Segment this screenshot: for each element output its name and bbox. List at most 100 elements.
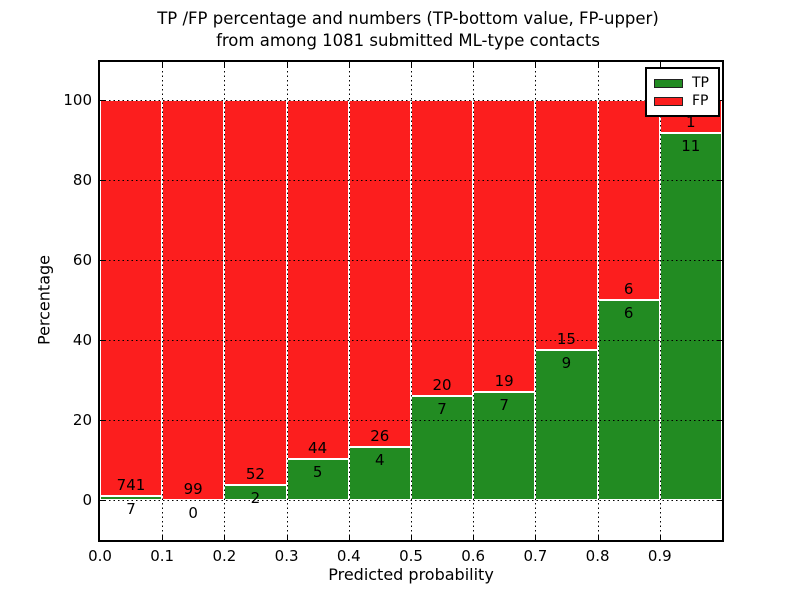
fp-count-label: 19 (494, 372, 514, 391)
vertical-gridline (224, 62, 226, 540)
x-tick-mark (535, 62, 537, 67)
vertical-gridline (286, 62, 288, 540)
x-tick-label: 0.1 (150, 547, 175, 565)
y-tick-label: 40 (72, 331, 92, 349)
y-tick-label: 100 (63, 91, 92, 109)
vertical-gridline (597, 62, 599, 540)
tp-count-label: 6 (623, 304, 634, 322)
x-tick-mark (224, 62, 226, 67)
x-tick-label: 0.2 (212, 547, 237, 565)
tp-count-label: 5 (312, 463, 323, 482)
fp-count-label: 20 (432, 376, 452, 395)
y-tick-mark (717, 180, 722, 181)
fp-bar-segment (597, 100, 660, 300)
tp-bar-segment (100, 496, 163, 500)
x-tick-mark (473, 62, 475, 67)
tp-count-label: 2 (250, 489, 261, 508)
x-tick-mark (659, 62, 661, 67)
y-tick-mark (717, 340, 722, 341)
tp-bar-segment (411, 396, 474, 500)
x-tick-mark (597, 62, 599, 67)
x-tick-mark (535, 535, 537, 540)
fp-bar-segment (348, 100, 411, 447)
y-tick-label: 0 (82, 491, 92, 509)
x-tick-label: 0.0 (88, 547, 112, 565)
x-tick-mark (162, 535, 164, 540)
x-tick-mark (286, 62, 288, 67)
vertical-gridline (473, 62, 475, 540)
tp-bar-segment (597, 300, 660, 500)
fp-count-label: 26 (370, 426, 390, 445)
x-tick-label: 0.5 (399, 547, 423, 565)
legend: TP FP (645, 67, 720, 117)
y-tick-label: 60 (72, 251, 92, 269)
y-tick-label: 80 (72, 171, 92, 189)
tp-bar-segment (473, 392, 536, 500)
plot-area: 741 7 99 0 52 2 44 5 26 4 20 7 19 7 15 9 6 6 1 11 TP FP (98, 60, 724, 542)
x-tick-label: 0.3 (274, 547, 299, 565)
vertical-gridline (348, 62, 350, 540)
y-tick-label: 20 (72, 411, 92, 429)
legend-entry-fp: FP (654, 94, 718, 108)
tp-count-label: 7 (499, 396, 509, 415)
fp-bar-segment (286, 100, 349, 460)
chart-title-line1: TP /FP percentage and numbers (TP-bottom… (157, 9, 659, 28)
y-tick-mark (717, 500, 722, 501)
x-tick-label: 0.8 (585, 547, 610, 565)
fp-count-label: 741 (116, 476, 146, 495)
x-tick-label: 0.9 (647, 547, 672, 565)
legend-label-tp: TP (692, 75, 709, 91)
legend-entry-tp: TP (654, 76, 718, 90)
vertical-gridline (659, 62, 661, 540)
legend-label-fp: FP (692, 93, 709, 109)
x-tick-label: 0.7 (523, 547, 548, 565)
tp-bar-segment (535, 350, 598, 500)
fp-swatch-icon (654, 96, 683, 106)
fp-count-label: 15 (556, 330, 576, 348)
x-tick-mark (597, 535, 599, 540)
tp-count-label: 7 (437, 400, 447, 419)
tp-count-label: 4 (375, 450, 385, 469)
tp-swatch-icon (654, 78, 683, 88)
fp-bar-segment (411, 100, 474, 397)
x-tick-mark (659, 535, 661, 540)
vertical-gridline (535, 62, 537, 540)
y-tick-mark (100, 260, 105, 261)
x-tick-label: 0.4 (336, 547, 361, 565)
fp-bar-segment (535, 100, 598, 350)
fp-bar-segment (100, 100, 163, 497)
y-tick-mark (100, 420, 105, 421)
y-tick-mark (100, 340, 105, 341)
fp-bar-segment (162, 100, 225, 500)
fp-count-label: 52 (245, 465, 265, 484)
tp-bar-segment (659, 133, 722, 500)
y-axis-label: Percentage (34, 254, 54, 346)
x-tick-mark (411, 62, 412, 67)
fp-count-label: 99 (183, 480, 203, 498)
y-tick-mark (100, 180, 105, 181)
vertical-gridline (411, 62, 412, 540)
y-tick-mark (717, 260, 722, 261)
fp-count-label: 1 (686, 113, 696, 132)
chart-title-line2: from among 1081 submitted ML-type contac… (216, 31, 600, 50)
vertical-gridline (162, 62, 164, 540)
tp-count-label: 0 (188, 504, 198, 522)
tp-count-label: 7 (126, 500, 136, 519)
x-tick-mark (162, 62, 164, 67)
chart-title: TP /FP percentage and numbers (TP-bottom… (96, 8, 720, 52)
x-tick-mark (473, 535, 475, 540)
x-tick-label: 0.6 (461, 547, 486, 565)
x-axis-label: Predicted probability (328, 565, 494, 584)
x-tick-mark (411, 535, 412, 540)
fp-bar-segment (473, 100, 536, 393)
x-tick-mark (348, 62, 350, 67)
y-tick-mark (100, 500, 105, 501)
fp-count-label: 6 (623, 280, 634, 298)
x-tick-mark (348, 535, 350, 540)
x-tick-mark (224, 535, 226, 540)
y-tick-mark (100, 100, 105, 101)
tp-count-label: 9 (561, 354, 572, 372)
y-tick-mark (717, 420, 722, 421)
tp-count-label: 11 (681, 137, 701, 156)
